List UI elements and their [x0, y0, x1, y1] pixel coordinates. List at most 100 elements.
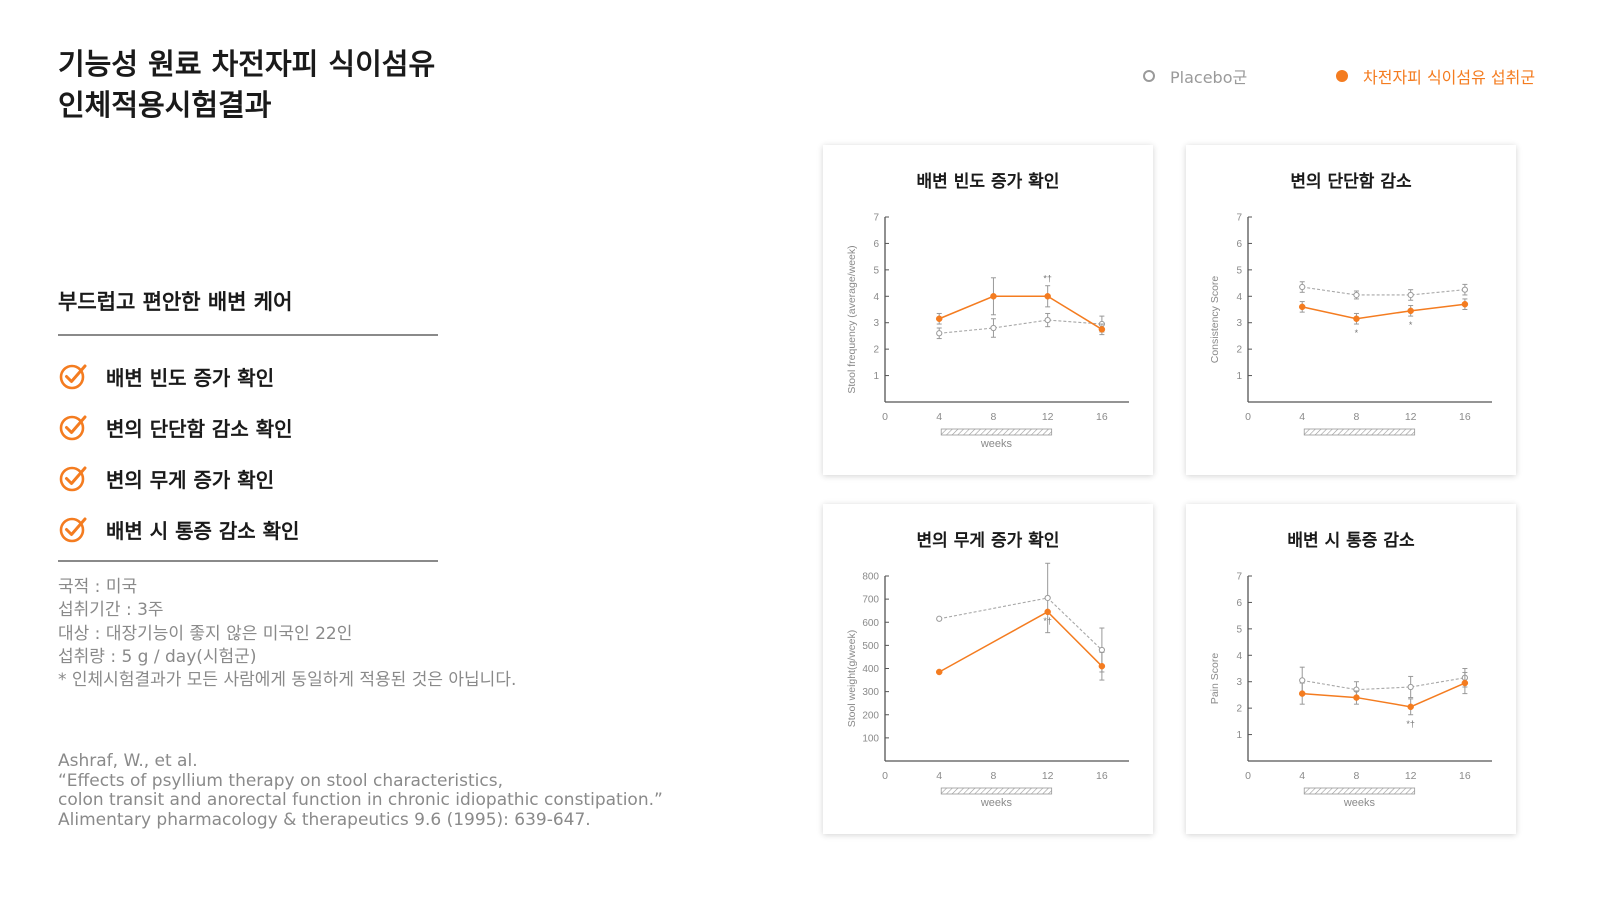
series-line-psyllium	[938, 610, 1103, 673]
series-line-psyllium	[1302, 682, 1466, 708]
citation: Ashraf, W., et al. “Effects of psyllium …	[58, 751, 663, 830]
check-circle-icon	[59, 364, 87, 390]
citation-title-1: “Effects of psyllium therapy on stool ch…	[58, 770, 503, 791]
chart-legend: Placebo군 차전자피 식이섬유 섭취군	[0, 64, 1600, 88]
x-tick-label: 16	[1096, 411, 1108, 423]
data-point-placebo	[1461, 286, 1468, 293]
legend-item-placebo: Placebo군	[1143, 64, 1247, 88]
data-point-psyllium	[1044, 293, 1051, 300]
x-tick-label: 12	[1042, 411, 1054, 423]
checklist-label: 배변 빈도 증가 확인	[106, 365, 275, 390]
x-tick-label: 12	[1405, 411, 1417, 423]
chart-title: 배변 빈도 증가 확인	[916, 172, 1060, 192]
data-point-psyllium	[1461, 679, 1469, 687]
divider-top	[58, 334, 438, 336]
y-tick-label: 1	[1236, 730, 1242, 741]
x-tick-label: 16	[1096, 770, 1108, 782]
x-tick-label: 4	[1299, 770, 1305, 782]
y-tick-label: 5	[1236, 265, 1242, 276]
x-tick-label: 4	[936, 770, 942, 782]
x-tick-label: 8	[1354, 770, 1360, 782]
significance-marker: *	[1355, 328, 1359, 338]
legend-psyllium-label: 차전자피 식이섬유 섭취군	[1363, 68, 1536, 87]
significance-marker: *†	[1043, 616, 1052, 626]
data-point-psyllium	[1298, 303, 1306, 311]
chart-title: 변의 무게 증가 확인	[916, 531, 1060, 551]
chart-title: 배변 시 통증 감소	[1287, 531, 1415, 551]
data-point-psyllium	[1098, 326, 1106, 333]
y-tick-label: 2	[1236, 345, 1242, 356]
series-line-placebo	[1302, 677, 1465, 691]
chart-title: 변의 단단함 감소	[1290, 172, 1412, 192]
y-tick-label: 2	[1236, 704, 1242, 715]
y-axis-label: Stool frequency (average/week)	[846, 245, 858, 393]
series-line-psyllium	[938, 295, 1103, 330]
data-point-psyllium	[935, 668, 943, 676]
y-tick-label: 400	[862, 664, 879, 675]
y-tick-label: 1	[873, 371, 879, 382]
y-tick-label: 6	[1236, 239, 1242, 250]
y-tick-label: 200	[862, 710, 879, 721]
data-point-psyllium	[1407, 307, 1414, 315]
checklist-item: 변의 무게 증가 확인	[58, 460, 299, 496]
y-tick-label: 600	[862, 618, 879, 629]
treatment-period-bar	[940, 787, 1053, 795]
data-point-placebo	[1299, 283, 1306, 291]
section-subtitle: 부드럽고 편안한 배변 케어	[58, 290, 293, 314]
data-point-psyllium	[1353, 315, 1360, 322]
y-axis-label: Stool weight(g/week)	[846, 630, 858, 727]
checklist-label: 배변 시 통증 감소 확인	[106, 518, 300, 543]
y-tick-label: 7	[1236, 213, 1242, 224]
data-point-psyllium	[1353, 694, 1360, 701]
x-tick-label: 8	[991, 411, 997, 423]
data-point-placebo	[1353, 291, 1360, 299]
significance-marker: *†	[1043, 274, 1052, 284]
title-line-1: 기능성 원료 차전자피 식이섬유	[58, 47, 436, 81]
chart-card-consistency: 변의 단단함 감소 1 2 3 4 5 6 7 0 4 8 12 16 Consistency Scor…	[1186, 145, 1516, 475]
checklist-label: 변의 무게 증가 확인	[106, 467, 275, 492]
y-tick-label: 6	[1236, 598, 1242, 609]
title-line-2: 인체적용시험결과	[58, 88, 272, 122]
series-line-placebo	[939, 319, 1102, 334]
y-tick-label: 100	[862, 733, 879, 744]
data-point-psyllium	[1044, 608, 1051, 616]
data-point-psyllium	[1407, 703, 1414, 711]
chart-card-pain-score: 배변 시 통증 감소 1 2 3 4 5 6 7 0 4 8 12 16 weeks Pain Score…	[1186, 504, 1516, 834]
x-tick-label: 0	[1245, 770, 1251, 782]
series-line-psyllium	[1302, 303, 1465, 320]
data-point-placebo	[1407, 683, 1414, 691]
y-tick-label: 3	[1236, 677, 1242, 688]
x-axis-label: weeks	[980, 797, 1013, 809]
check-circle-icon	[59, 517, 87, 543]
treatment-period-bar	[940, 428, 1053, 436]
y-tick-label: 5	[873, 265, 879, 276]
chart-stool-weight: 100 200 300 400 500 600 700 800 0 4 8 12 16 weeks Stoo…	[846, 562, 1129, 809]
data-point-placebo	[1044, 594, 1051, 602]
y-tick-label: 800	[862, 572, 879, 583]
y-tick-label: 3	[873, 318, 879, 329]
filled-circle-icon	[1336, 70, 1348, 82]
divider-bottom	[58, 560, 438, 562]
legend-item-psyllium: 차전자피 식이섬유 섭취군	[1336, 64, 1535, 88]
checklist-item: 배변 시 통증 감소 확인	[58, 511, 299, 547]
hollow-circle-icon	[1143, 70, 1155, 82]
x-tick-label: 8	[1354, 411, 1360, 423]
x-axis-label: weeks	[980, 438, 1013, 450]
y-axis-label: Consistency Score	[1209, 276, 1221, 364]
info-nationality: 국적 : 미국	[58, 577, 138, 597]
checklist-item: 변의 단단함 감소 확인	[58, 409, 299, 445]
checklist-label: 변의 단단함 감소 확인	[106, 416, 293, 441]
treatment-period-bar	[1303, 787, 1416, 795]
y-tick-label: 700	[862, 595, 879, 606]
y-tick-label: 6	[873, 239, 879, 250]
y-tick-label: 4	[873, 292, 879, 303]
chart-card-stool-weight: 변의 무게 증가 확인 100 200 300 400 500 600 700 800 0 4 8 1…	[823, 504, 1153, 834]
x-tick-label: 0	[882, 411, 888, 423]
y-tick-label: 5	[1236, 624, 1242, 635]
x-tick-label: 12	[1405, 770, 1417, 782]
y-tick-label: 500	[862, 641, 879, 652]
data-point-placebo	[1407, 291, 1414, 299]
